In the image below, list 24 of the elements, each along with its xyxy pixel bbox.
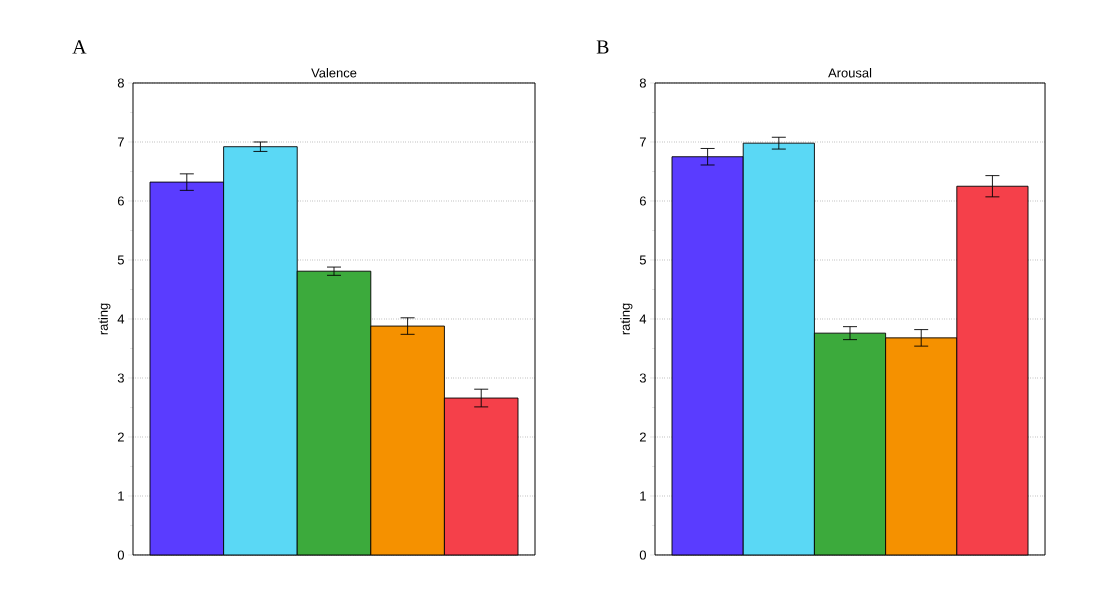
y-axis-title: rating bbox=[620, 303, 633, 335]
y-tick-label: 6 bbox=[117, 196, 124, 206]
y-tick-label: 2 bbox=[639, 432, 646, 442]
y-tick-label: 0 bbox=[639, 550, 646, 560]
y-tick-label: 1 bbox=[640, 491, 646, 501]
y-tick-label: 7 bbox=[639, 137, 646, 147]
y-tick-label: 5 bbox=[117, 255, 124, 265]
chart-title: Valence bbox=[311, 67, 357, 78]
text: A bbox=[72, 40, 87, 54]
y-tick-label: 3 bbox=[117, 373, 124, 383]
text: B bbox=[596, 40, 609, 54]
y-tick-label: 8 bbox=[117, 78, 124, 88]
y-tick-label: 0 bbox=[117, 550, 124, 560]
y-axis-title: rating bbox=[98, 303, 111, 335]
y-tick-label: 5 bbox=[639, 255, 646, 265]
y-tick-label: 4 bbox=[117, 314, 125, 324]
y-tick-label: 2 bbox=[117, 432, 124, 442]
y-tick-label: 7 bbox=[117, 137, 124, 147]
chart-title: Arousal bbox=[828, 67, 872, 78]
y-tick-label: 4 bbox=[639, 314, 647, 324]
y-tick-label: 8 bbox=[639, 78, 646, 88]
y-tick-label: 6 bbox=[639, 196, 646, 206]
y-tick-label: 3 bbox=[639, 373, 646, 383]
y-tick-label: 1 bbox=[118, 491, 124, 501]
